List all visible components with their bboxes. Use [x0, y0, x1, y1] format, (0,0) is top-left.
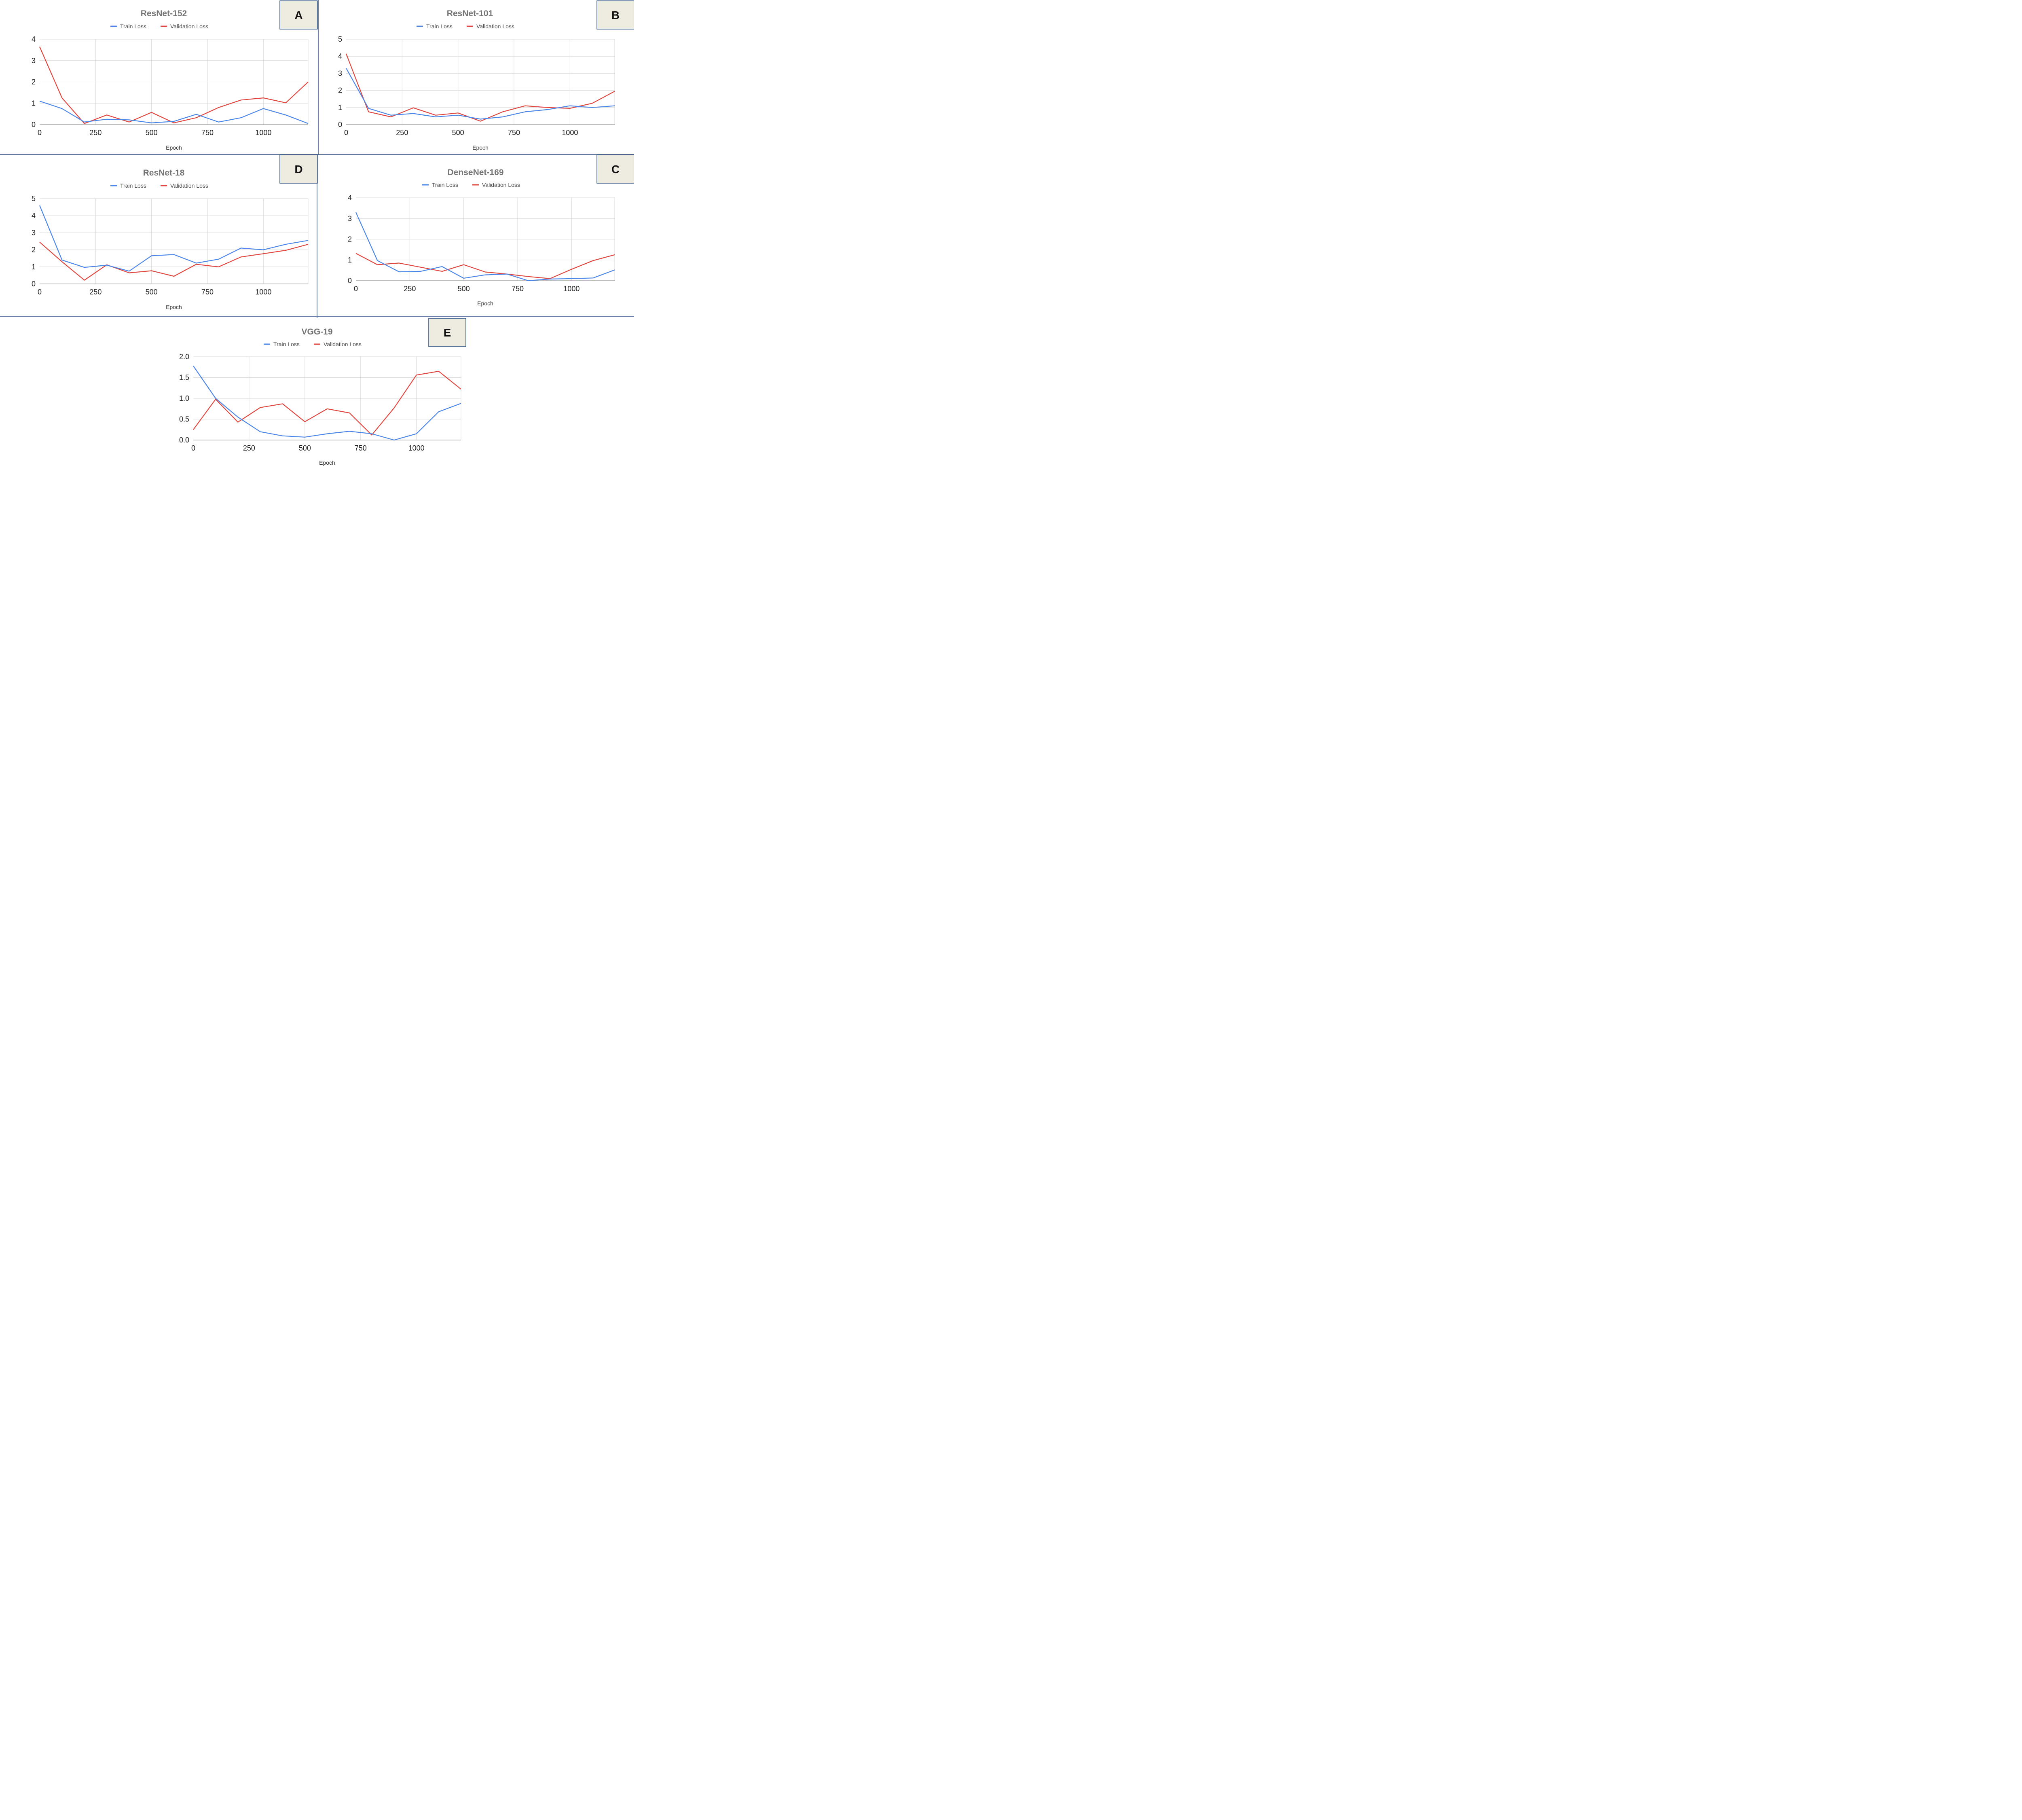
- x-tick-label: 0: [191, 444, 195, 452]
- x-axis-label: Epoch: [319, 459, 335, 466]
- chart-panel-c: DenseNet-169 Train Loss Validation Loss 0 1 2…: [348, 154, 634, 307]
- series-line-validation: [39, 47, 309, 124]
- x-tick-label: 500: [146, 288, 158, 296]
- legend-label-train: Train Loss: [273, 341, 300, 347]
- figure-canvas: ResNet-152 Train Loss Validation Loss 0 1 2 3 4…: [0, 0, 634, 466]
- chart-title: ResNet-152: [141, 9, 187, 18]
- x-tick-label: 500: [299, 444, 311, 452]
- x-tick-label: 750: [201, 288, 214, 296]
- series-line-train: [39, 205, 309, 272]
- x-axis-label: Epoch: [166, 144, 182, 151]
- x-tick-label: 0: [38, 129, 42, 137]
- series-line-train: [193, 366, 461, 441]
- y-tick-label: 0.0: [179, 436, 189, 444]
- y-tick-label: 4: [32, 35, 36, 43]
- y-tick-label: 1: [32, 99, 36, 107]
- chart-panel-a: ResNet-152 Train Loss Validation Loss 0 1 2 3 4…: [32, 0, 318, 151]
- panel-badge-label: B: [611, 9, 620, 21]
- y-tick-label: 4: [338, 52, 342, 60]
- y-tick-label: 0: [348, 277, 352, 285]
- series-line-validation: [345, 53, 615, 122]
- panel-badge-label: C: [611, 163, 620, 176]
- x-tick-label: 250: [243, 444, 255, 452]
- y-tick-label: 3: [32, 229, 36, 237]
- x-tick-label: 1000: [255, 129, 271, 137]
- chart-title: VGG-19: [301, 327, 332, 336]
- series-line-validation: [355, 253, 615, 279]
- x-tick-label: 1000: [255, 288, 271, 296]
- x-axis-label: Epoch: [166, 304, 182, 310]
- x-tick-label: 500: [452, 129, 464, 137]
- y-tick-label: 0: [338, 121, 342, 129]
- legend-label-train: Train Loss: [426, 23, 453, 30]
- panel-badge: [428, 318, 466, 347]
- y-tick-label: 0: [32, 121, 36, 129]
- chart-title: DenseNet-169: [448, 168, 504, 177]
- x-tick-label: 0: [344, 129, 348, 137]
- series-line-train: [355, 212, 615, 281]
- panel-badge: [596, 154, 634, 184]
- legend-label-validation: Validation Loss: [170, 23, 208, 30]
- x-tick-label: 750: [355, 444, 367, 452]
- x-tick-label: 750: [201, 129, 214, 137]
- chart-title: ResNet-18: [143, 168, 185, 178]
- y-tick-label: 3: [348, 214, 352, 222]
- chart-panel-d: ResNet-18 Train Loss Validation Loss 0 1 2 3 4 5…: [32, 154, 318, 310]
- y-tick-label: 3: [338, 69, 342, 77]
- series-line-train: [346, 68, 615, 120]
- legend-label-validation: Validation Loss: [170, 182, 208, 189]
- legend-label-validation: Validation Loss: [482, 182, 520, 188]
- y-tick-label: 1: [32, 263, 36, 271]
- chart-title: ResNet-101: [447, 9, 493, 18]
- panel-badge-label: A: [294, 9, 302, 21]
- legend-label-train: Train Loss: [432, 182, 458, 188]
- y-tick-label: 1: [348, 256, 352, 264]
- x-tick-label: 1000: [408, 444, 425, 452]
- legend-label-train: Train Loss: [120, 182, 146, 189]
- series-line-train: [39, 100, 309, 124]
- x-tick-label: 500: [146, 129, 158, 137]
- y-tick-label: 4: [348, 194, 352, 202]
- x-tick-label: 500: [458, 285, 470, 293]
- x-tick-label: 0: [354, 285, 358, 293]
- y-tick-label: 1.0: [179, 394, 189, 402]
- x-tick-label: 250: [396, 129, 408, 137]
- x-tick-label: 0: [38, 288, 42, 296]
- x-tick-label: 750: [508, 129, 520, 137]
- legend-label-validation: Validation Loss: [324, 341, 362, 347]
- y-tick-label: 1.5: [179, 374, 189, 382]
- y-tick-label: 3: [32, 57, 36, 65]
- x-axis-label: Epoch: [472, 144, 489, 151]
- x-tick-label: 250: [89, 129, 102, 137]
- panel-badge: [279, 0, 318, 30]
- y-tick-label: 2: [348, 235, 352, 243]
- y-tick-label: 4: [32, 212, 36, 220]
- y-tick-label: 2: [32, 246, 36, 254]
- x-axis-label: Epoch: [477, 300, 493, 307]
- figure: ResNet-152 Train Loss Validation Loss 0 1 2 3 4…: [0, 0, 634, 476]
- y-tick-label: 5: [338, 35, 342, 43]
- x-tick-label: 1000: [563, 285, 580, 293]
- series-line-validation: [193, 370, 461, 436]
- chart-panel-b: ResNet-101 Train Loss Validation Loss 0 1 2 3 4…: [338, 0, 634, 151]
- y-tick-label: 0: [32, 280, 36, 288]
- x-tick-label: 1000: [562, 129, 578, 137]
- y-tick-label: 5: [32, 195, 36, 203]
- legend-label-train: Train Loss: [120, 23, 146, 30]
- panel-badge-label: D: [294, 163, 302, 176]
- legend-label-validation: Validation Loss: [476, 23, 514, 30]
- y-tick-label: 0.5: [179, 415, 189, 423]
- panel-badge: [279, 154, 318, 184]
- x-tick-label: 250: [89, 288, 102, 296]
- y-tick-label: 2: [32, 78, 36, 86]
- y-tick-label: 2: [338, 87, 342, 95]
- x-tick-label: 250: [404, 285, 416, 293]
- y-tick-label: 2.0: [179, 353, 189, 361]
- x-tick-label: 750: [512, 285, 524, 293]
- y-tick-label: 1: [338, 104, 342, 112]
- panel-badge: [596, 0, 634, 30]
- series-line-validation: [39, 241, 309, 281]
- panel-badge-label: E: [444, 326, 451, 339]
